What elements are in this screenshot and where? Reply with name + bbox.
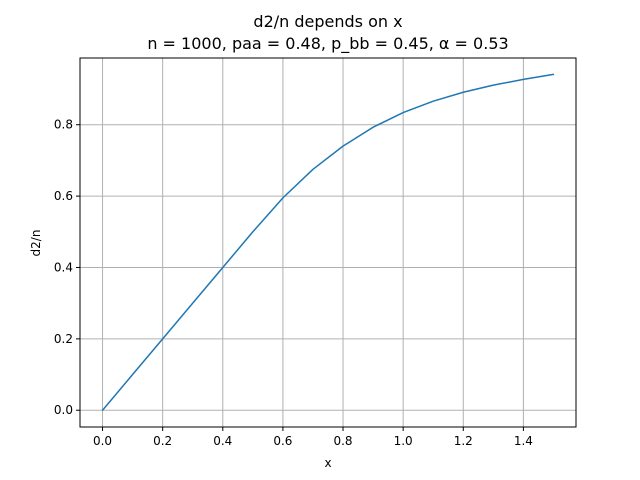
y-tick-label: 0.8	[54, 118, 73, 132]
x-tick-label: 1.2	[454, 434, 473, 448]
x-tick-label: 0.4	[213, 434, 232, 448]
series-line	[101, 73, 555, 411]
x-tick-label: 0.6	[273, 434, 292, 448]
y-axis-label: d2/n	[29, 230, 43, 257]
x-tick-label: 1.4	[514, 434, 533, 448]
grid	[80, 58, 576, 427]
x-tick-label: 0.2	[153, 434, 172, 448]
x-axis-label: x	[324, 456, 331, 470]
y-tick-label: 0.6	[54, 189, 73, 203]
x-tick-label: 1.0	[394, 434, 413, 448]
x-tick-label: 0.0	[93, 434, 112, 448]
ticks: 0.0 0.2 0.4 0.6 0.8 1.0 1.2 1.4 0.0 0.2 0.4 0.6 0.8	[54, 118, 533, 448]
y-tick-label: 0.2	[54, 332, 73, 346]
y-tick-label: 0.4	[54, 260, 73, 274]
x-tick-label: 0.8	[333, 434, 352, 448]
series-layer	[101, 73, 555, 411]
chart-subtitle: n = 1000, paa = 0.48, p_bb = 0.45, α = 0…	[147, 34, 508, 54]
y-tick-label: 0.0	[54, 403, 73, 417]
chart-title: d2/n depends on x	[253, 12, 402, 31]
plot-frame	[79, 57, 577, 428]
